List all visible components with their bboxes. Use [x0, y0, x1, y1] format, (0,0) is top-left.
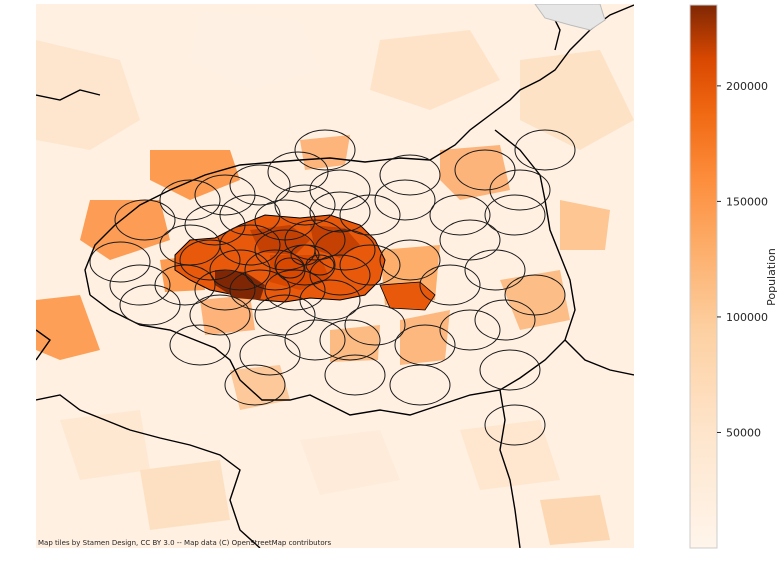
colorbar-ticks: 50000 100000 150000 200000 — [717, 80, 768, 439]
colorbar-tick-label: 150000 — [726, 195, 768, 208]
colorbar-tick-label: 100000 — [726, 311, 768, 324]
colorbar-tick-label: 200000 — [726, 80, 768, 93]
map-panel: Map tiles by Stamen Design, CC BY 3.0 --… — [36, 4, 634, 548]
boundaries — [36, 4, 634, 548]
colorbar-gradient — [689, 4, 718, 549]
colorbar: 50000 100000 150000 200000 Population — [689, 4, 778, 549]
colorbar-label: Population — [765, 248, 778, 306]
colorbar-tick-label: 50000 — [726, 426, 761, 439]
map-attribution: Map tiles by Stamen Design, CC BY 3.0 --… — [38, 539, 332, 547]
map-feature-blob — [534, 4, 606, 31]
buffer-circles — [89, 129, 576, 446]
